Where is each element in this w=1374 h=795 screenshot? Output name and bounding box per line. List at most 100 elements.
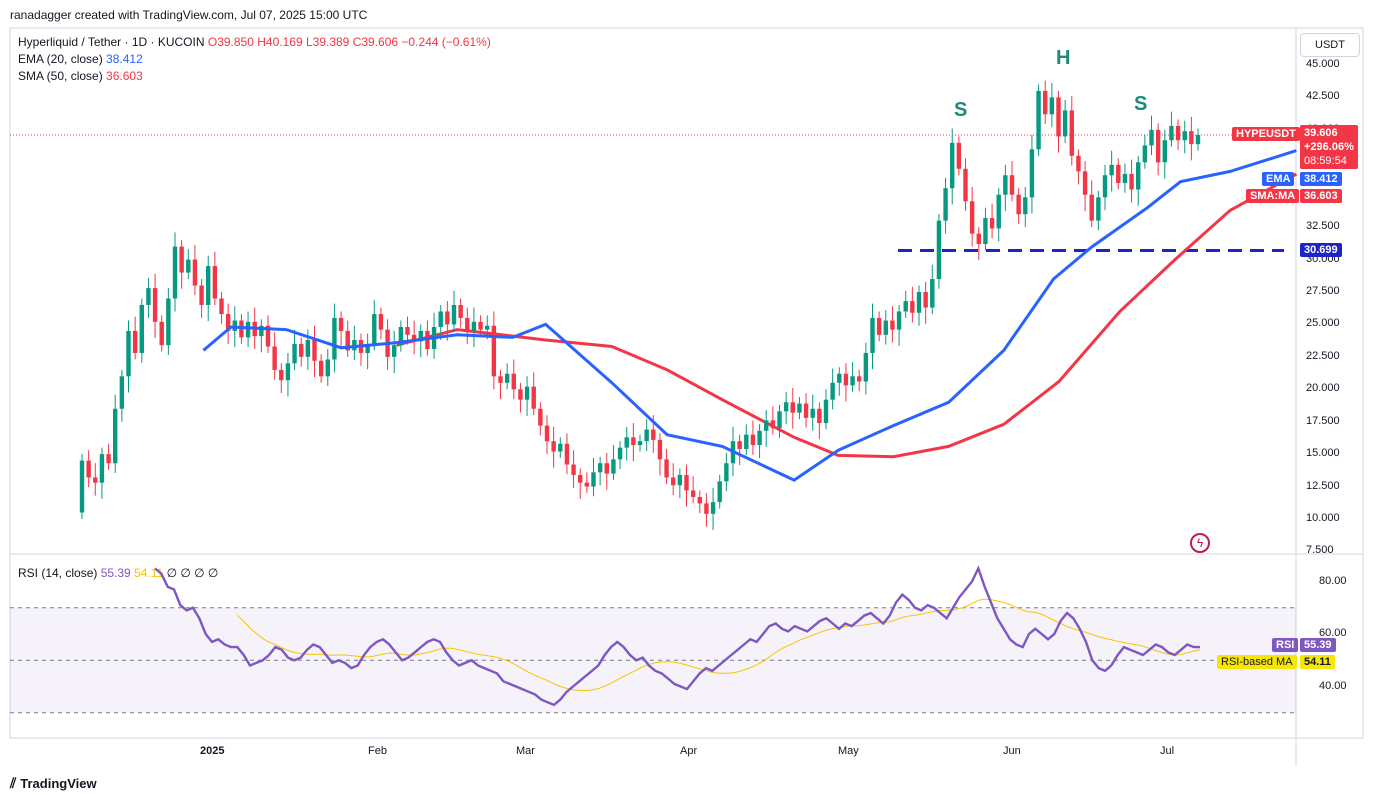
candle-body bbox=[764, 420, 769, 431]
tradingview-logo: ⫽ TradingView bbox=[10, 775, 97, 792]
candle-body bbox=[245, 321, 251, 338]
rsi-legend: RSI (14, close) 55.39 54.11 ∅ ∅ ∅ ∅ bbox=[18, 566, 218, 580]
lightning-icon[interactable]: ϟ bbox=[1190, 533, 1210, 553]
price-tick-label: 20.000 bbox=[1306, 382, 1340, 395]
candle-body bbox=[518, 389, 523, 400]
candle-body bbox=[671, 477, 676, 486]
candle-body bbox=[850, 376, 855, 386]
sma-legend-label: SMA (50, close) bbox=[18, 69, 103, 83]
candle-body bbox=[332, 317, 337, 360]
symbol-legend: Hyperliquid / Tether · 1D · KUCOIN O39.8… bbox=[18, 35, 491, 49]
candle-body bbox=[531, 386, 536, 409]
open-value: O39.850 bbox=[207, 35, 254, 49]
candle-body bbox=[770, 420, 776, 429]
candle-body bbox=[617, 447, 623, 460]
candle-body bbox=[1169, 125, 1174, 141]
candle-body bbox=[624, 437, 629, 448]
candle-body bbox=[803, 403, 809, 418]
candle-body bbox=[724, 463, 729, 482]
candle-body bbox=[704, 503, 709, 514]
price-tick-label: 10.000 bbox=[1306, 512, 1340, 524]
candle-body bbox=[817, 408, 822, 424]
candle-body bbox=[1043, 90, 1048, 115]
candle-body bbox=[86, 460, 91, 478]
candle-body bbox=[485, 325, 490, 330]
candle-body bbox=[146, 288, 151, 305]
time-tick-label: Apr bbox=[680, 745, 698, 757]
candle-body bbox=[113, 408, 118, 464]
candle-body bbox=[989, 218, 995, 229]
candle-body bbox=[299, 343, 304, 357]
candle-body bbox=[910, 301, 915, 313]
ema20-line bbox=[202, 149, 1297, 482]
candle-body bbox=[1142, 145, 1148, 163]
candle-body bbox=[458, 304, 463, 318]
last-price-tag: 39.606 +296.06% 08:59:54 bbox=[1300, 125, 1358, 169]
candle-body bbox=[1162, 140, 1167, 163]
candle-body bbox=[690, 490, 696, 497]
rsi-legend-extra: ∅ ∅ ∅ ∅ bbox=[166, 566, 219, 580]
candle-body bbox=[1049, 97, 1055, 115]
candle-body bbox=[378, 314, 384, 330]
candle-body bbox=[936, 220, 942, 280]
price-tick-label: 32.500 bbox=[1306, 220, 1340, 233]
candle-body bbox=[1189, 131, 1194, 145]
candle-body bbox=[159, 321, 164, 346]
candle-body bbox=[1096, 197, 1101, 221]
rsi-tick-label: 40.00 bbox=[1319, 679, 1347, 692]
candle-body bbox=[1056, 97, 1061, 137]
candle-body bbox=[106, 454, 111, 464]
time-tick-label: Jun bbox=[1003, 745, 1021, 757]
time-tick-label: Mar bbox=[516, 745, 535, 757]
candle-body bbox=[637, 441, 643, 446]
rsi-tag-value: 55.39 bbox=[1300, 638, 1336, 652]
candle-body bbox=[199, 285, 204, 305]
candle-body bbox=[1029, 149, 1035, 198]
candle-body bbox=[797, 403, 802, 413]
candle-body bbox=[79, 460, 85, 513]
candle-body bbox=[717, 481, 722, 503]
candle-body bbox=[1102, 175, 1108, 198]
candle-body bbox=[132, 330, 138, 353]
candle-body bbox=[777, 411, 782, 429]
sma-legend: SMA (50, close) 36.603 bbox=[18, 69, 143, 83]
candle-body bbox=[392, 345, 397, 357]
candle-body bbox=[903, 301, 908, 312]
candle-body bbox=[710, 502, 716, 514]
ema-tag-value: 38.412 bbox=[1300, 172, 1342, 186]
candle-body bbox=[1182, 131, 1187, 141]
candle-body bbox=[318, 360, 324, 377]
candle-body bbox=[292, 343, 297, 364]
ema-legend: EMA (20, close) 38.412 bbox=[18, 52, 143, 66]
candle-body bbox=[219, 298, 224, 315]
candle-body bbox=[179, 246, 184, 273]
price-tick-label: 12.500 bbox=[1306, 479, 1340, 492]
candle-body bbox=[890, 320, 895, 330]
candle-body bbox=[312, 339, 317, 361]
candle-body bbox=[943, 188, 948, 221]
candle-body bbox=[1129, 173, 1134, 190]
candle-body bbox=[584, 482, 590, 487]
candle-body bbox=[119, 376, 125, 409]
candle-body bbox=[325, 359, 330, 377]
candle-body bbox=[192, 259, 198, 286]
left-shoulder-label: S bbox=[954, 99, 968, 121]
candle-body bbox=[651, 429, 656, 440]
candle-body bbox=[571, 464, 576, 475]
candle-body bbox=[1122, 173, 1128, 184]
candle-body bbox=[491, 325, 497, 377]
candle-body bbox=[597, 463, 603, 473]
candle-body bbox=[697, 496, 702, 504]
candle-body bbox=[524, 386, 530, 400]
candle-body bbox=[279, 369, 284, 381]
candle-body bbox=[790, 402, 795, 413]
candle-body bbox=[166, 298, 171, 346]
rsi-tag-label: RSI bbox=[1272, 638, 1299, 652]
price-tick-label: 15.000 bbox=[1306, 447, 1340, 460]
sma-legend-value: 36.603 bbox=[106, 69, 143, 83]
candle-body bbox=[823, 399, 829, 424]
candle-body bbox=[126, 330, 131, 377]
candle-body bbox=[930, 279, 935, 308]
currency-button[interactable]: USDT bbox=[1300, 33, 1360, 57]
